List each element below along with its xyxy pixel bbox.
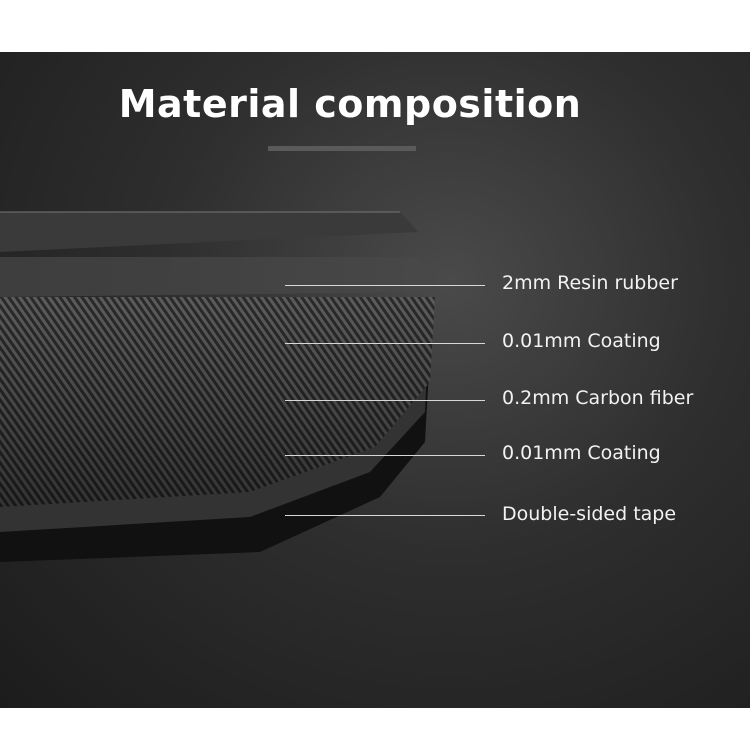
- layer-label: 0.2mm Carbon fiber: [502, 387, 694, 409]
- layer-coating-top: [0, 257, 435, 297]
- layer-illustration: [0, 211, 435, 562]
- layer-resin-rubber: [0, 212, 418, 252]
- callout-line: [285, 515, 485, 516]
- title-underline: [268, 146, 416, 151]
- layer-label: 0.01mm Coating: [502, 442, 661, 464]
- page-title: Material composition: [118, 82, 582, 126]
- callout-line: [285, 400, 485, 401]
- layer-label: Double-sided tape: [502, 503, 677, 525]
- callout-line: [285, 285, 485, 286]
- callout-line: [285, 343, 485, 344]
- layer-label: 2mm Resin rubber: [502, 272, 678, 294]
- layer-label: 0.01mm Coating: [502, 330, 661, 352]
- callout-line: [285, 455, 485, 456]
